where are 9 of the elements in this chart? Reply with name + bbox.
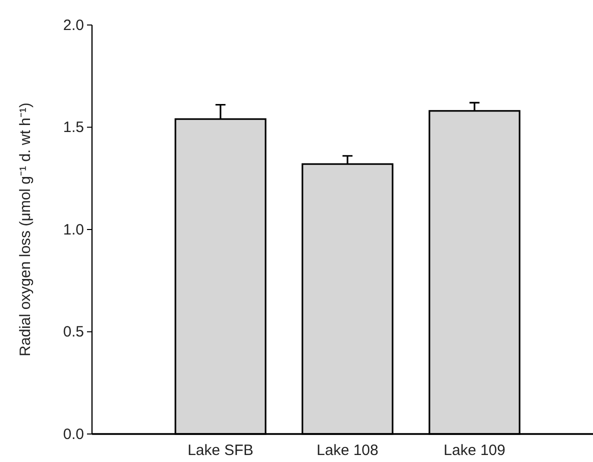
y-tick-label: 1.0 xyxy=(63,221,84,238)
y-tick-label: 2.0 xyxy=(63,16,84,34)
y-axis-title: Radial oxygen loss (μmol g⁻¹ d. wt h⁻¹) xyxy=(17,102,34,356)
x-tick-label: Lake 108 xyxy=(316,442,378,459)
y-tick-label: 0.5 xyxy=(63,324,84,341)
x-tick-label: Lake 109 xyxy=(444,442,506,459)
y-tick-label: 1.5 xyxy=(63,119,84,136)
y-tick-label: 0.0 xyxy=(63,426,84,443)
x-tick-label: Lake SFB xyxy=(188,442,254,459)
